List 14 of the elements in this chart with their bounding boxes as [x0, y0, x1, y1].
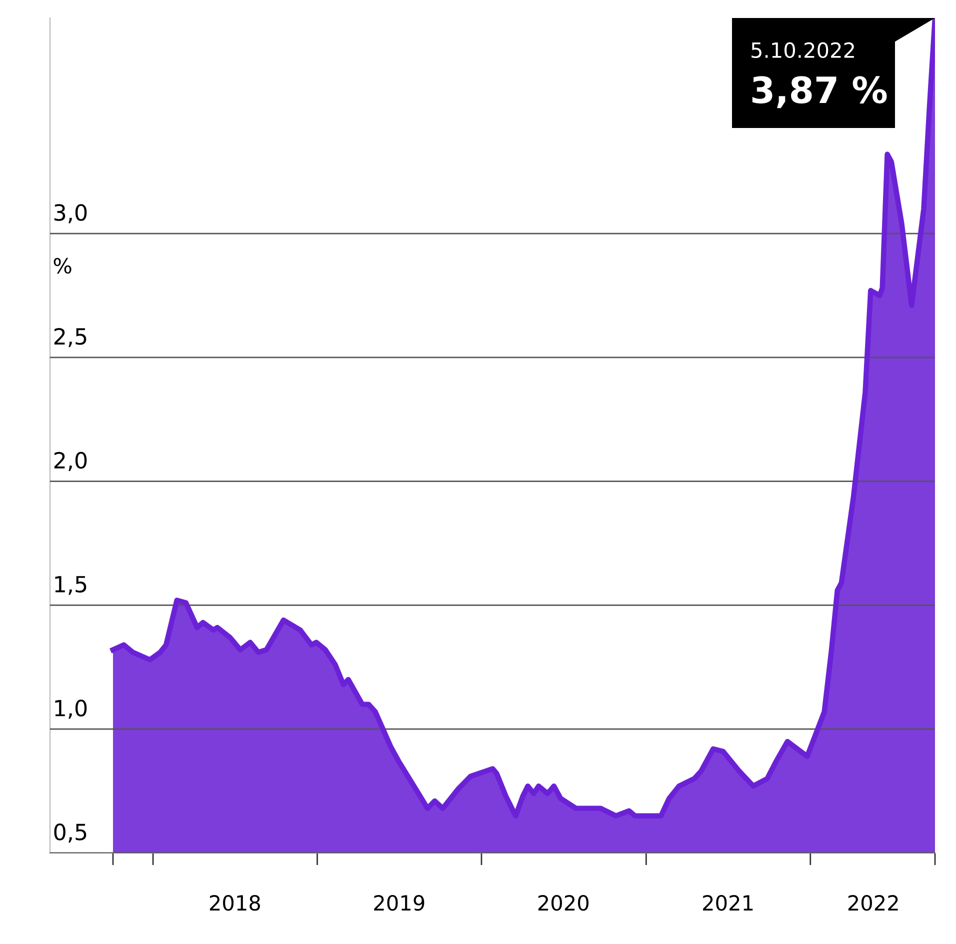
y-tick-label: 1,0 [55, 700, 87, 719]
x-tick-label: 2021 [703, 895, 753, 911]
x-tick-label: 2018 [210, 895, 260, 911]
y-tick-label: 3,0 [54, 204, 87, 224]
y-tick-label: 2,5 [54, 328, 86, 348]
annotation: 3,87 % [752, 76, 887, 108]
x-tick-label: 2022 [848, 895, 898, 911]
annotation: 5.10.2022 [752, 42, 854, 58]
y-tick-label: 2,0 [54, 452, 87, 471]
y-tick-label: 1,5 [55, 576, 86, 595]
x-tick-label: 2020 [538, 895, 588, 911]
y-tick-label: 0,5 [54, 824, 86, 843]
y-axis-title: % [54, 258, 72, 274]
x-tick-label: 2019 [374, 895, 424, 911]
